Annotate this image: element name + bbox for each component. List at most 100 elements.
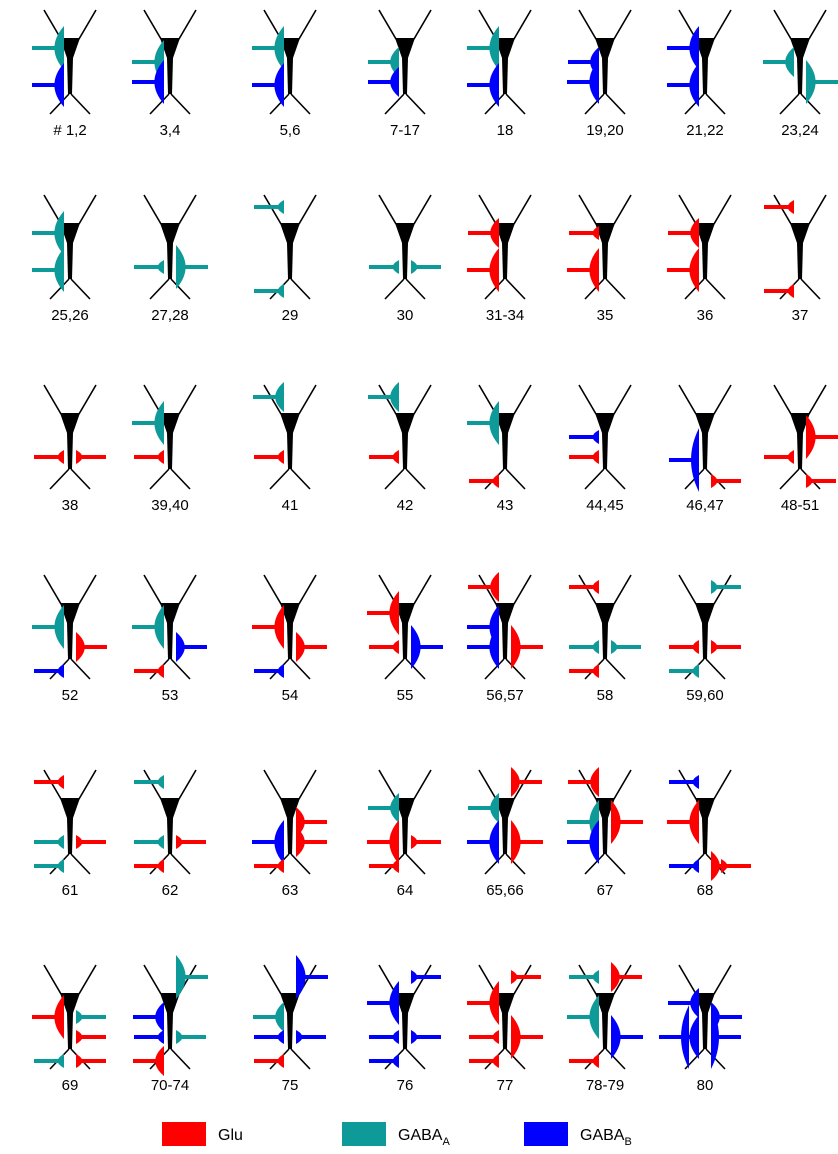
synapse-glu	[611, 962, 642, 992]
neuron-body	[695, 798, 715, 854]
synapse-glu	[467, 248, 499, 292]
neuron-body	[695, 223, 715, 279]
synapse-terminal	[489, 63, 499, 107]
synapse-terminal	[411, 970, 418, 984]
neuron-dendrite	[70, 278, 91, 300]
legend: Glu GABAA GABAB	[162, 1122, 632, 1148]
synapse-glu	[806, 415, 838, 459]
synapse-terminal	[492, 1054, 499, 1068]
neuron-dendrite	[143, 384, 162, 415]
synapse-gaba-a	[134, 835, 164, 849]
synapse-terminal	[490, 218, 499, 248]
neuron-dendrite	[678, 769, 697, 800]
neuron-dendrite	[584, 853, 605, 875]
synapse-terminal	[806, 474, 813, 488]
neuron-dendrite	[578, 769, 597, 800]
synapse-gaba-a	[411, 260, 441, 274]
legend-label-gaba-b-main: GABA	[580, 1127, 625, 1144]
synapse-gaba-b	[567, 820, 599, 864]
synapse-glu	[569, 450, 599, 464]
synapse-gaba-b	[296, 1030, 326, 1044]
neuron-dendrite	[170, 853, 191, 875]
neuron-dendrite	[290, 93, 311, 115]
cell-label: 44,45	[586, 497, 624, 514]
synapse-terminal	[692, 664, 699, 678]
neuron-cell: 77	[467, 964, 543, 1094]
synapse-terminal	[689, 248, 699, 292]
cell-label: 27,28	[151, 307, 189, 324]
synapse-terminal	[592, 226, 599, 240]
synapse-terminal	[711, 1005, 719, 1069]
neuron-dendrite	[678, 574, 697, 605]
neuron-dendrite	[378, 9, 397, 40]
neuron-dendrite	[478, 574, 497, 605]
synapse-glu	[511, 970, 541, 984]
neuron-dendrite	[605, 93, 626, 115]
synapse-terminal	[296, 632, 305, 662]
neuron-dendrite	[143, 194, 162, 225]
synapse-terminal	[785, 47, 794, 77]
synapse-gaba-b	[411, 1030, 441, 1044]
neuron-body	[280, 993, 300, 1049]
neuron-cell: 5,6	[252, 9, 317, 139]
neuron-dendrite	[378, 574, 397, 605]
synapse-glu	[569, 226, 599, 240]
synapse-terminal	[389, 591, 399, 635]
synapse-glu	[367, 591, 399, 635]
neuron-dendrite	[178, 384, 197, 415]
neuron-dendrite	[478, 384, 497, 415]
synapse-terminal	[589, 60, 599, 104]
neuron-cell: 64	[367, 769, 441, 899]
neuron-cell: 39,40	[132, 384, 197, 514]
neuron-cell: 41	[253, 382, 317, 514]
synapse-terminal	[392, 260, 399, 274]
synapse-gaba-a	[611, 640, 641, 654]
synapse-gaba-a	[467, 401, 499, 445]
synapse-glu	[469, 474, 499, 488]
synapse-terminal	[411, 835, 418, 849]
synapse-terminal	[489, 820, 499, 864]
neuron-dendrite	[605, 1048, 626, 1070]
neuron-dendrite	[178, 769, 197, 800]
neuron-cell: 70-74	[133, 955, 208, 1094]
synapse-terminal	[611, 800, 621, 844]
neuron-dendrite	[505, 658, 526, 680]
synapse-terminal	[592, 450, 599, 464]
neuron-dendrite	[43, 964, 62, 995]
synapse-glu	[134, 664, 164, 678]
synapse-terminal	[392, 640, 399, 654]
synapse-terminal	[157, 260, 164, 274]
neuron-body	[395, 223, 415, 279]
neuron-body	[495, 993, 515, 1049]
cell-label: 18	[497, 122, 514, 139]
synapse-gaba-b	[132, 60, 164, 104]
synapse-terminal	[296, 827, 305, 857]
neuron-dendrite	[705, 1048, 726, 1070]
synapse-terminal	[411, 260, 418, 274]
synapse-glu	[76, 1054, 106, 1068]
neuron-dendrite	[143, 574, 162, 605]
synapse-gaba-a	[252, 26, 284, 70]
synapse-terminal	[511, 625, 521, 669]
synapse-glu	[611, 800, 643, 844]
cell-label: 75	[282, 1077, 299, 1094]
neuron-dendrite	[290, 278, 311, 300]
neuron-dendrite	[298, 9, 317, 40]
neuron-dendrite	[773, 9, 792, 40]
neuron-body	[395, 993, 415, 1049]
neuron-dendrite	[613, 9, 632, 40]
neuron-dendrite	[705, 93, 726, 115]
synapse-glu	[667, 248, 699, 292]
neuron-dendrite	[49, 93, 70, 115]
synapse-terminal	[611, 640, 618, 654]
synapse-terminal	[57, 450, 64, 464]
neuron-cell: 18	[467, 9, 532, 139]
neuron-dendrite	[808, 194, 827, 225]
neuron-body	[395, 798, 415, 854]
synapse-gaba-a	[468, 793, 499, 823]
neuron-cell: 36	[667, 194, 732, 324]
neuron-dendrite	[484, 853, 505, 875]
neuron-dendrite	[578, 964, 597, 995]
neuron-dendrite	[405, 278, 426, 300]
cell-label: 62	[162, 882, 179, 899]
